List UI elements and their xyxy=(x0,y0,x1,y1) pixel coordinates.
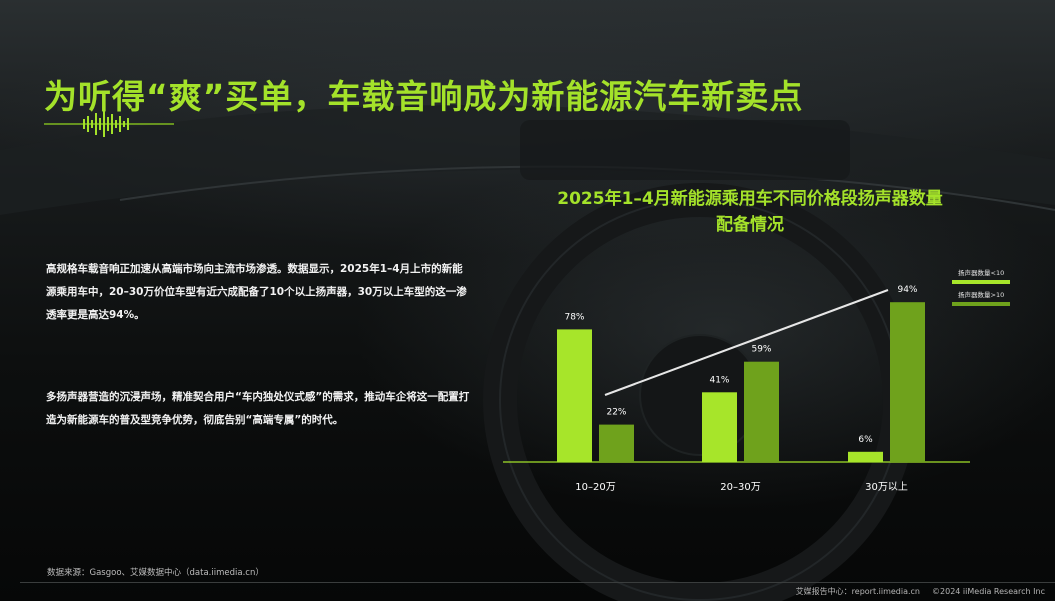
bar-2-series-2 xyxy=(744,361,779,462)
footer-copyright: ©2024 iiMedia Research Inc xyxy=(932,587,1045,596)
footer: 艾媒报告中心：report.iimedia.cn ©2024 iiMedia Re… xyxy=(796,586,1045,597)
data-label-1-1: 78% xyxy=(564,312,584,322)
data-label-1-2: 22% xyxy=(606,408,626,418)
data-label-2-2: 59% xyxy=(751,345,771,355)
chart-title-line-2: 配备情况 xyxy=(716,215,784,235)
bar-1-series-2 xyxy=(599,424,634,462)
footer-divider xyxy=(20,582,1055,583)
bar-1-series-1 xyxy=(557,329,592,462)
legend-label-2: 扬声器数量>10 xyxy=(958,290,1004,299)
footer-brand: 艾媒报告中心：report.iimedia.cn xyxy=(795,587,921,596)
data-label-3-2: 94% xyxy=(897,285,917,295)
x-tick-label-2: 20–30万 xyxy=(720,482,760,493)
x-tick-label-3: 30万以上 xyxy=(865,481,908,493)
chart-title: 2025年1–4月新能源乘用车不同价格段扬声器数量 配备情况 xyxy=(470,186,1030,238)
sound-wave-icon xyxy=(44,111,174,137)
bar-2-series-1 xyxy=(702,392,737,462)
data-label-2-1: 41% xyxy=(709,375,729,385)
trend-line xyxy=(604,289,889,396)
body-paragraph-2: 多扬声器营造的沉浸声场，精准契合用户“车内独处仪式感”的需求，推动车企将这一配置… xyxy=(46,391,470,426)
bar-3-series-2 xyxy=(890,302,925,462)
data-source: 数据来源：Gasgoo、艾媒数据中心（data.iimedia.cn） xyxy=(47,568,264,578)
page-title: 为听得“爽”买单，车载音响成为新能源汽车新卖点 xyxy=(44,77,804,116)
body-paragraph-1: 高规格车载音响正加速从高端市场向主流市场渗透。数据显示，2025年1–4月上市的… xyxy=(46,263,467,321)
chart-title-line-1: 2025年1–4月新能源乘用车不同价格段扬声器数量 xyxy=(557,189,943,209)
legend-label-1: 扬声器数量<10 xyxy=(958,268,1004,277)
bar-3-series-1 xyxy=(848,451,883,462)
x-tick-label-1: 10–20万 xyxy=(575,482,615,493)
data-label-3-1: 6% xyxy=(858,435,873,445)
